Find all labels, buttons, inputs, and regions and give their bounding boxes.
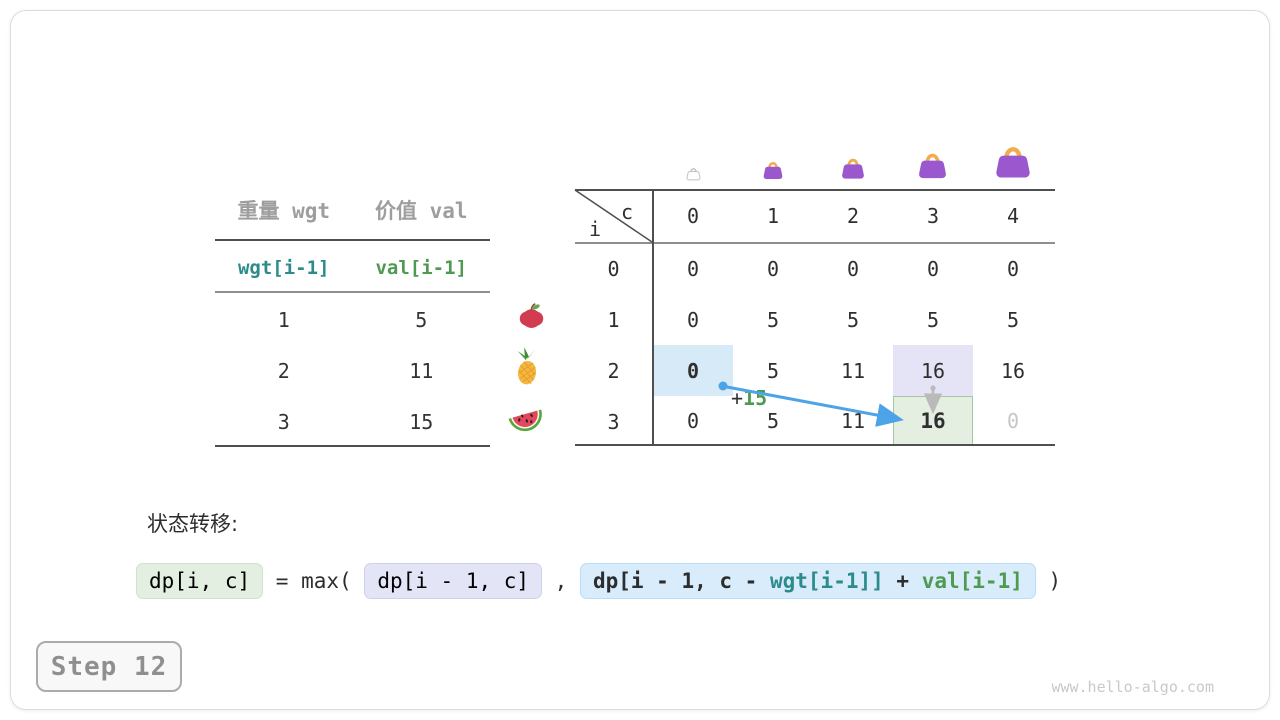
dp-table-vertical-divider	[652, 189, 654, 446]
formula-separator: ,	[542, 569, 580, 593]
dp-cell-unfilled: 0	[1006, 409, 1020, 433]
dp-table-line-top	[575, 189, 1055, 191]
item-row-watermelon: 3 15	[215, 407, 490, 437]
dp-row-1: 0 5 5 5 5	[653, 294, 1053, 345]
watermelon-icon	[508, 409, 542, 432]
item-value: 15	[409, 410, 434, 434]
dp-cell: 5	[766, 307, 780, 332]
dp-cell: 0	[926, 256, 940, 281]
plus-sign: +	[731, 386, 744, 410]
item-row-pineapple: 2 11	[215, 356, 490, 386]
dp-cell-source: 0	[686, 358, 700, 383]
dp-table-line-bottom	[575, 444, 1055, 446]
formula-mid: = max(	[263, 569, 365, 593]
dp-col-header: 1	[766, 204, 780, 228]
dp-row-header: 1	[607, 307, 620, 332]
dp-cell: 0	[686, 256, 700, 281]
watermark: www.hello-algo.com	[1051, 678, 1214, 696]
pineapple-icon	[517, 347, 537, 385]
item-table-line-bottom	[215, 445, 490, 447]
dp-col-header: 0	[686, 204, 700, 228]
dp-cell: 11	[840, 409, 866, 433]
apple-icon	[519, 303, 544, 328]
corner-col-var: c	[621, 200, 634, 224]
bag-capacity-0-icon	[686, 168, 701, 181]
bag-capacity-2-icon	[842, 158, 864, 179]
dp-cell: 5	[846, 307, 860, 332]
dp-cell: 0	[686, 307, 700, 332]
item-weight: 2	[277, 359, 290, 383]
dp-col-header: 3	[926, 204, 940, 228]
dp-cell: 11	[840, 358, 866, 383]
step-badge: Step 12	[36, 641, 182, 692]
dp-cell: 5	[1006, 307, 1020, 332]
item-row-apple: 1 5	[215, 305, 490, 335]
dp-col-header: 4	[1006, 204, 1020, 228]
bag-capacity-3-icon	[919, 153, 946, 179]
item-table-index-row: wgt[i-1] val[i-1]	[215, 253, 490, 283]
formula-arg2-box: dp[i - 1, c - wgt[i-1]] + val[i-1]	[579, 563, 1036, 599]
formula-arg2-prefix: dp[i - 1, c -	[592, 569, 770, 593]
step-badge-label: Step 12	[50, 651, 168, 682]
dp-row-header: 3	[607, 409, 620, 434]
formula-arg2-wgt: wgt[i-1]]	[769, 569, 884, 593]
state-transition-label: 状态转移:	[147, 512, 239, 536]
val-index-label: val[i-1]	[375, 257, 467, 279]
item-table-line-top	[215, 239, 490, 241]
dp-cell: 5	[926, 307, 940, 332]
bag-capacity-1-icon	[763, 162, 783, 179]
item-weight: 1	[277, 308, 290, 332]
formula-arg2-plus: +	[883, 569, 922, 593]
dp-cell: 5	[766, 409, 780, 433]
formula-arg1-box: dp[i - 1, c]	[364, 563, 543, 599]
state-transition-formula: dp[i, c] = max( dp[i - 1, c] , dp[i - 1,…	[136, 558, 1061, 604]
dp-row-0: 0 0 0 0 0	[653, 243, 1053, 294]
transition-gain-annotation: +15	[731, 386, 767, 410]
item-table-header-row: 重量 wgt 价值 val	[215, 196, 490, 226]
dp-cell: 0	[766, 256, 780, 281]
dp-col-header: 2	[846, 204, 860, 228]
value-column-header: 价值 val	[374, 199, 468, 223]
dp-cell: 0	[1006, 256, 1020, 281]
item-table-line-mid	[215, 291, 490, 293]
corner-row-var: i	[589, 217, 602, 241]
dp-cell: 5	[766, 358, 780, 383]
formula-arg2-val: val[i-1]	[921, 569, 1023, 593]
dp-cell-current: 16	[920, 409, 946, 433]
item-value: 5	[415, 308, 428, 332]
dp-col-header-row: 0 1 2 3 4	[653, 191, 1053, 241]
formula-closing: )	[1035, 569, 1062, 593]
formula-lhs-box: dp[i, c]	[136, 563, 264, 599]
bag-capacity-4-icon	[996, 147, 1030, 178]
dp-row-2: 0 5 11 16 16	[653, 345, 1053, 396]
dp-table-line-header	[575, 242, 1055, 244]
item-value: 11	[409, 359, 434, 383]
dp-cell: 0	[686, 409, 700, 433]
gain-value: 15	[743, 386, 768, 410]
dp-row-header: 2	[607, 358, 620, 383]
dp-row-header: 0	[607, 256, 620, 281]
dp-row-3: 0 5 11 16 0	[653, 396, 1053, 446]
weight-column-header: 重量 wgt	[237, 199, 331, 223]
dp-cell: 0	[846, 256, 860, 281]
item-weight: 3	[277, 410, 290, 434]
dp-cell-above: 16	[920, 358, 946, 383]
dp-cell: 16	[1000, 358, 1026, 383]
wgt-index-label: wgt[i-1]	[237, 257, 330, 279]
